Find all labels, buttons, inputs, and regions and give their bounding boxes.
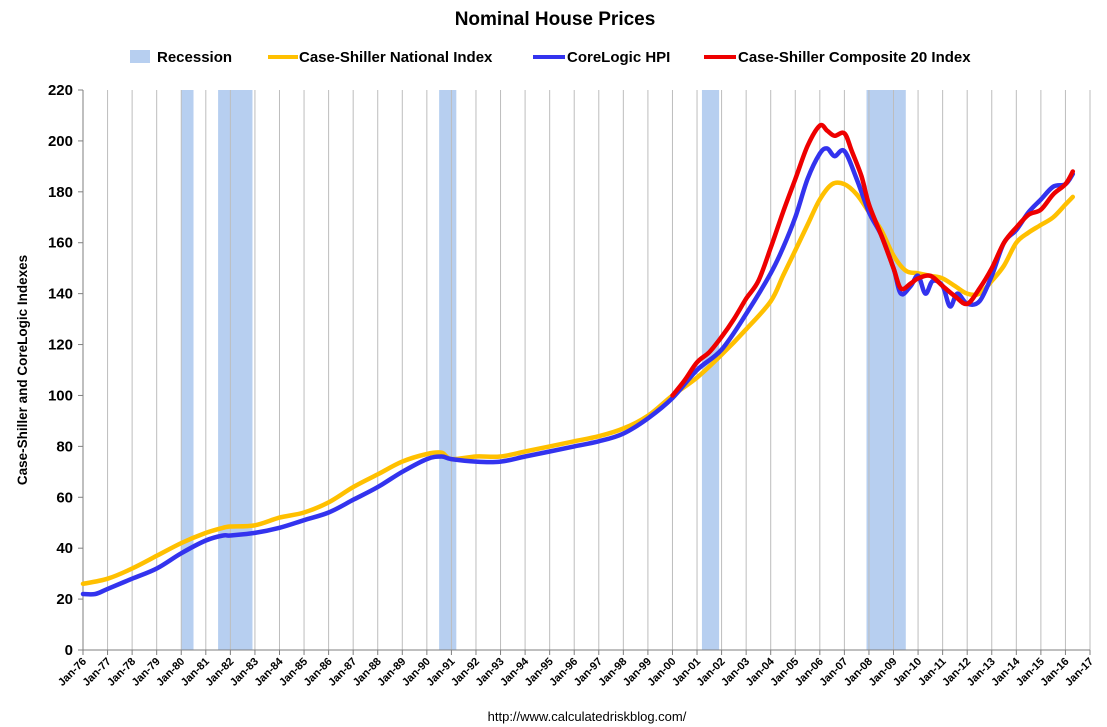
y-tick-label: 80 xyxy=(56,438,73,455)
vertical-gridlines xyxy=(107,90,1091,650)
legend-label-case-shiller-national: Case-Shiller National Index xyxy=(299,49,493,66)
series-line-case-shiller-composite-20 xyxy=(670,122,1076,398)
series-line-corelogic-hpi xyxy=(80,146,1076,597)
y-tick-label: 200 xyxy=(48,133,73,150)
recession-band-3 xyxy=(701,90,720,650)
y-tick-label: 40 xyxy=(56,540,73,557)
recession-band-2 xyxy=(439,90,457,650)
y-tick-label: 60 xyxy=(56,489,73,506)
y-tick-label: 20 xyxy=(56,591,73,608)
y-tick-label: 0 xyxy=(65,642,73,659)
y-tick-label: 140 xyxy=(48,286,73,303)
y-axis-label: Case-Shiller and CoreLogic Indexes xyxy=(15,255,30,485)
y-tick-label: 120 xyxy=(48,337,73,354)
series-line-case-shiller-national xyxy=(80,180,1076,587)
y-tick-label: 160 xyxy=(48,235,73,252)
x-axis: Jan-76Jan-77Jan-78Jan-79Jan-80Jan-81Jan-… xyxy=(56,649,1096,689)
legend-item-case-shiller-national: Case-Shiller National Index xyxy=(268,49,493,66)
y-tick-label: 100 xyxy=(48,387,73,404)
recession-band-4 xyxy=(866,90,906,650)
y-tick-label: 180 xyxy=(48,184,73,201)
legend: Recession Case-Shiller National Index Co… xyxy=(130,49,971,66)
recession-bands xyxy=(181,90,906,650)
y-axis: 0 20 40 60 80 100 120 140 160 180 200 220 xyxy=(48,82,84,659)
legend-item-corelogic-hpi: CoreLogic HPI xyxy=(533,49,670,66)
recession-band-1 xyxy=(218,90,253,650)
legend-label-case-shiller-composite-20: Case-Shiller Composite 20 Index xyxy=(738,49,971,66)
source-url: http://www.calculatedriskblog.com/ xyxy=(488,709,687,724)
legend-swatch-recession xyxy=(130,50,150,63)
legend-label-recession: Recession xyxy=(157,49,232,66)
legend-label-corelogic-hpi: CoreLogic HPI xyxy=(567,49,670,66)
y-tick-label: 220 xyxy=(48,82,73,99)
chart-title: Nominal House Prices xyxy=(455,9,656,30)
legend-item-recession: Recession xyxy=(130,49,232,66)
legend-item-case-shiller-composite-20: Case-Shiller Composite 20 Index xyxy=(704,49,971,66)
series-lines xyxy=(80,122,1076,597)
recession-band-0 xyxy=(181,90,194,650)
